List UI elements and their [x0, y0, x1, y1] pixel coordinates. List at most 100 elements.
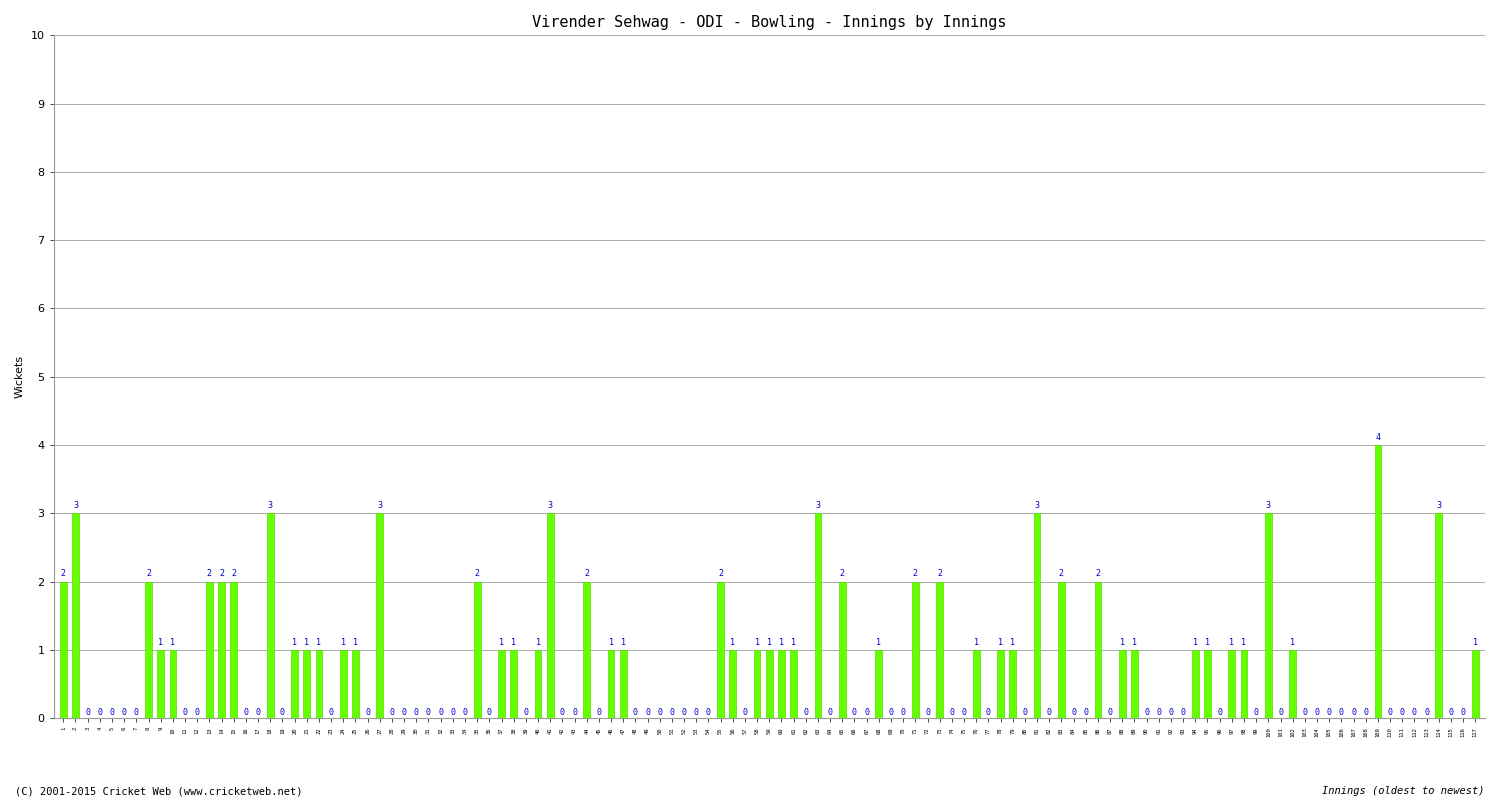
- Text: 1: 1: [158, 638, 164, 646]
- Text: 1: 1: [1242, 638, 1246, 646]
- Bar: [303, 650, 310, 718]
- Text: 0: 0: [852, 708, 856, 717]
- Text: 0: 0: [694, 708, 699, 717]
- Text: 3: 3: [1436, 501, 1442, 510]
- Text: 0: 0: [364, 708, 370, 717]
- Text: 0: 0: [828, 708, 833, 717]
- Text: 0: 0: [414, 708, 419, 717]
- Text: 0: 0: [962, 708, 966, 717]
- Bar: [1374, 445, 1382, 718]
- Text: 0: 0: [1326, 708, 1332, 717]
- Text: 0: 0: [1071, 708, 1076, 717]
- Bar: [815, 514, 822, 718]
- Text: 3: 3: [74, 501, 78, 510]
- Text: 1: 1: [974, 638, 978, 646]
- Text: 0: 0: [1400, 708, 1404, 717]
- Bar: [620, 650, 627, 718]
- Bar: [998, 650, 1004, 718]
- Text: 0: 0: [1314, 708, 1320, 717]
- Text: 0: 0: [1156, 708, 1161, 717]
- Text: 4: 4: [1376, 433, 1380, 442]
- Text: 3: 3: [1266, 501, 1270, 510]
- Bar: [1119, 650, 1125, 718]
- Bar: [876, 650, 882, 718]
- Text: 2: 2: [1059, 570, 1064, 578]
- Text: 0: 0: [900, 708, 906, 717]
- Text: 1: 1: [352, 638, 358, 646]
- Text: 1: 1: [1473, 638, 1478, 646]
- Text: 0: 0: [950, 708, 954, 717]
- Bar: [1131, 650, 1138, 718]
- Bar: [1436, 514, 1442, 718]
- Text: 1: 1: [171, 638, 176, 646]
- Text: 0: 0: [86, 708, 90, 717]
- Bar: [1472, 650, 1479, 718]
- Text: 0: 0: [572, 708, 578, 717]
- Text: 0: 0: [864, 708, 868, 717]
- Text: 0: 0: [195, 708, 200, 717]
- Text: 1: 1: [304, 638, 309, 646]
- Text: 0: 0: [255, 708, 261, 717]
- Text: 0: 0: [280, 708, 285, 717]
- Y-axis label: Wickets: Wickets: [15, 355, 26, 398]
- Text: 0: 0: [243, 708, 249, 717]
- Text: 1: 1: [778, 638, 784, 646]
- Text: 1: 1: [292, 638, 297, 646]
- Text: 0: 0: [183, 708, 188, 717]
- Text: 0: 0: [986, 708, 992, 717]
- Text: 2: 2: [62, 570, 66, 578]
- Bar: [717, 582, 724, 718]
- Bar: [474, 582, 480, 718]
- Bar: [352, 650, 358, 718]
- Text: 0: 0: [1461, 708, 1466, 717]
- Text: 0: 0: [1352, 708, 1356, 717]
- Bar: [754, 650, 760, 718]
- Text: 0: 0: [438, 708, 442, 717]
- Bar: [766, 650, 772, 718]
- Text: 1: 1: [609, 638, 613, 646]
- Text: 0: 0: [706, 708, 711, 717]
- Text: 1: 1: [1010, 638, 1016, 646]
- Bar: [376, 514, 382, 718]
- Text: 0: 0: [1449, 708, 1454, 717]
- Bar: [1264, 514, 1272, 718]
- Text: 1: 1: [754, 638, 759, 646]
- Text: 0: 0: [633, 708, 638, 717]
- Text: 0: 0: [669, 708, 675, 717]
- Text: 2: 2: [146, 570, 152, 578]
- Text: 0: 0: [390, 708, 394, 717]
- Bar: [1228, 650, 1234, 718]
- Bar: [608, 650, 615, 718]
- Text: 1: 1: [998, 638, 1004, 646]
- Text: 0: 0: [560, 708, 566, 717]
- Text: 1: 1: [621, 638, 626, 646]
- Text: 3: 3: [378, 501, 382, 510]
- Text: 2: 2: [219, 570, 224, 578]
- Text: 0: 0: [1412, 708, 1418, 717]
- Text: 0: 0: [488, 708, 492, 717]
- Text: 0: 0: [597, 708, 602, 717]
- Bar: [936, 582, 944, 718]
- Text: 0: 0: [524, 708, 528, 717]
- Text: 0: 0: [1083, 708, 1089, 717]
- Bar: [912, 582, 918, 718]
- Bar: [340, 650, 346, 718]
- Bar: [1034, 514, 1041, 718]
- Bar: [206, 582, 213, 718]
- Bar: [839, 582, 846, 718]
- Text: 2: 2: [207, 570, 212, 578]
- Text: 0: 0: [110, 708, 114, 717]
- Bar: [729, 650, 736, 718]
- Bar: [1204, 650, 1210, 718]
- Text: 1: 1: [766, 638, 772, 646]
- Bar: [548, 514, 554, 718]
- Text: 3: 3: [267, 501, 273, 510]
- Bar: [1095, 582, 1101, 718]
- Text: 1: 1: [500, 638, 504, 646]
- Text: 0: 0: [804, 708, 808, 717]
- Bar: [778, 650, 784, 718]
- Bar: [170, 650, 176, 718]
- Text: 0: 0: [1278, 708, 1282, 717]
- Text: 1: 1: [1290, 638, 1294, 646]
- Bar: [584, 582, 590, 718]
